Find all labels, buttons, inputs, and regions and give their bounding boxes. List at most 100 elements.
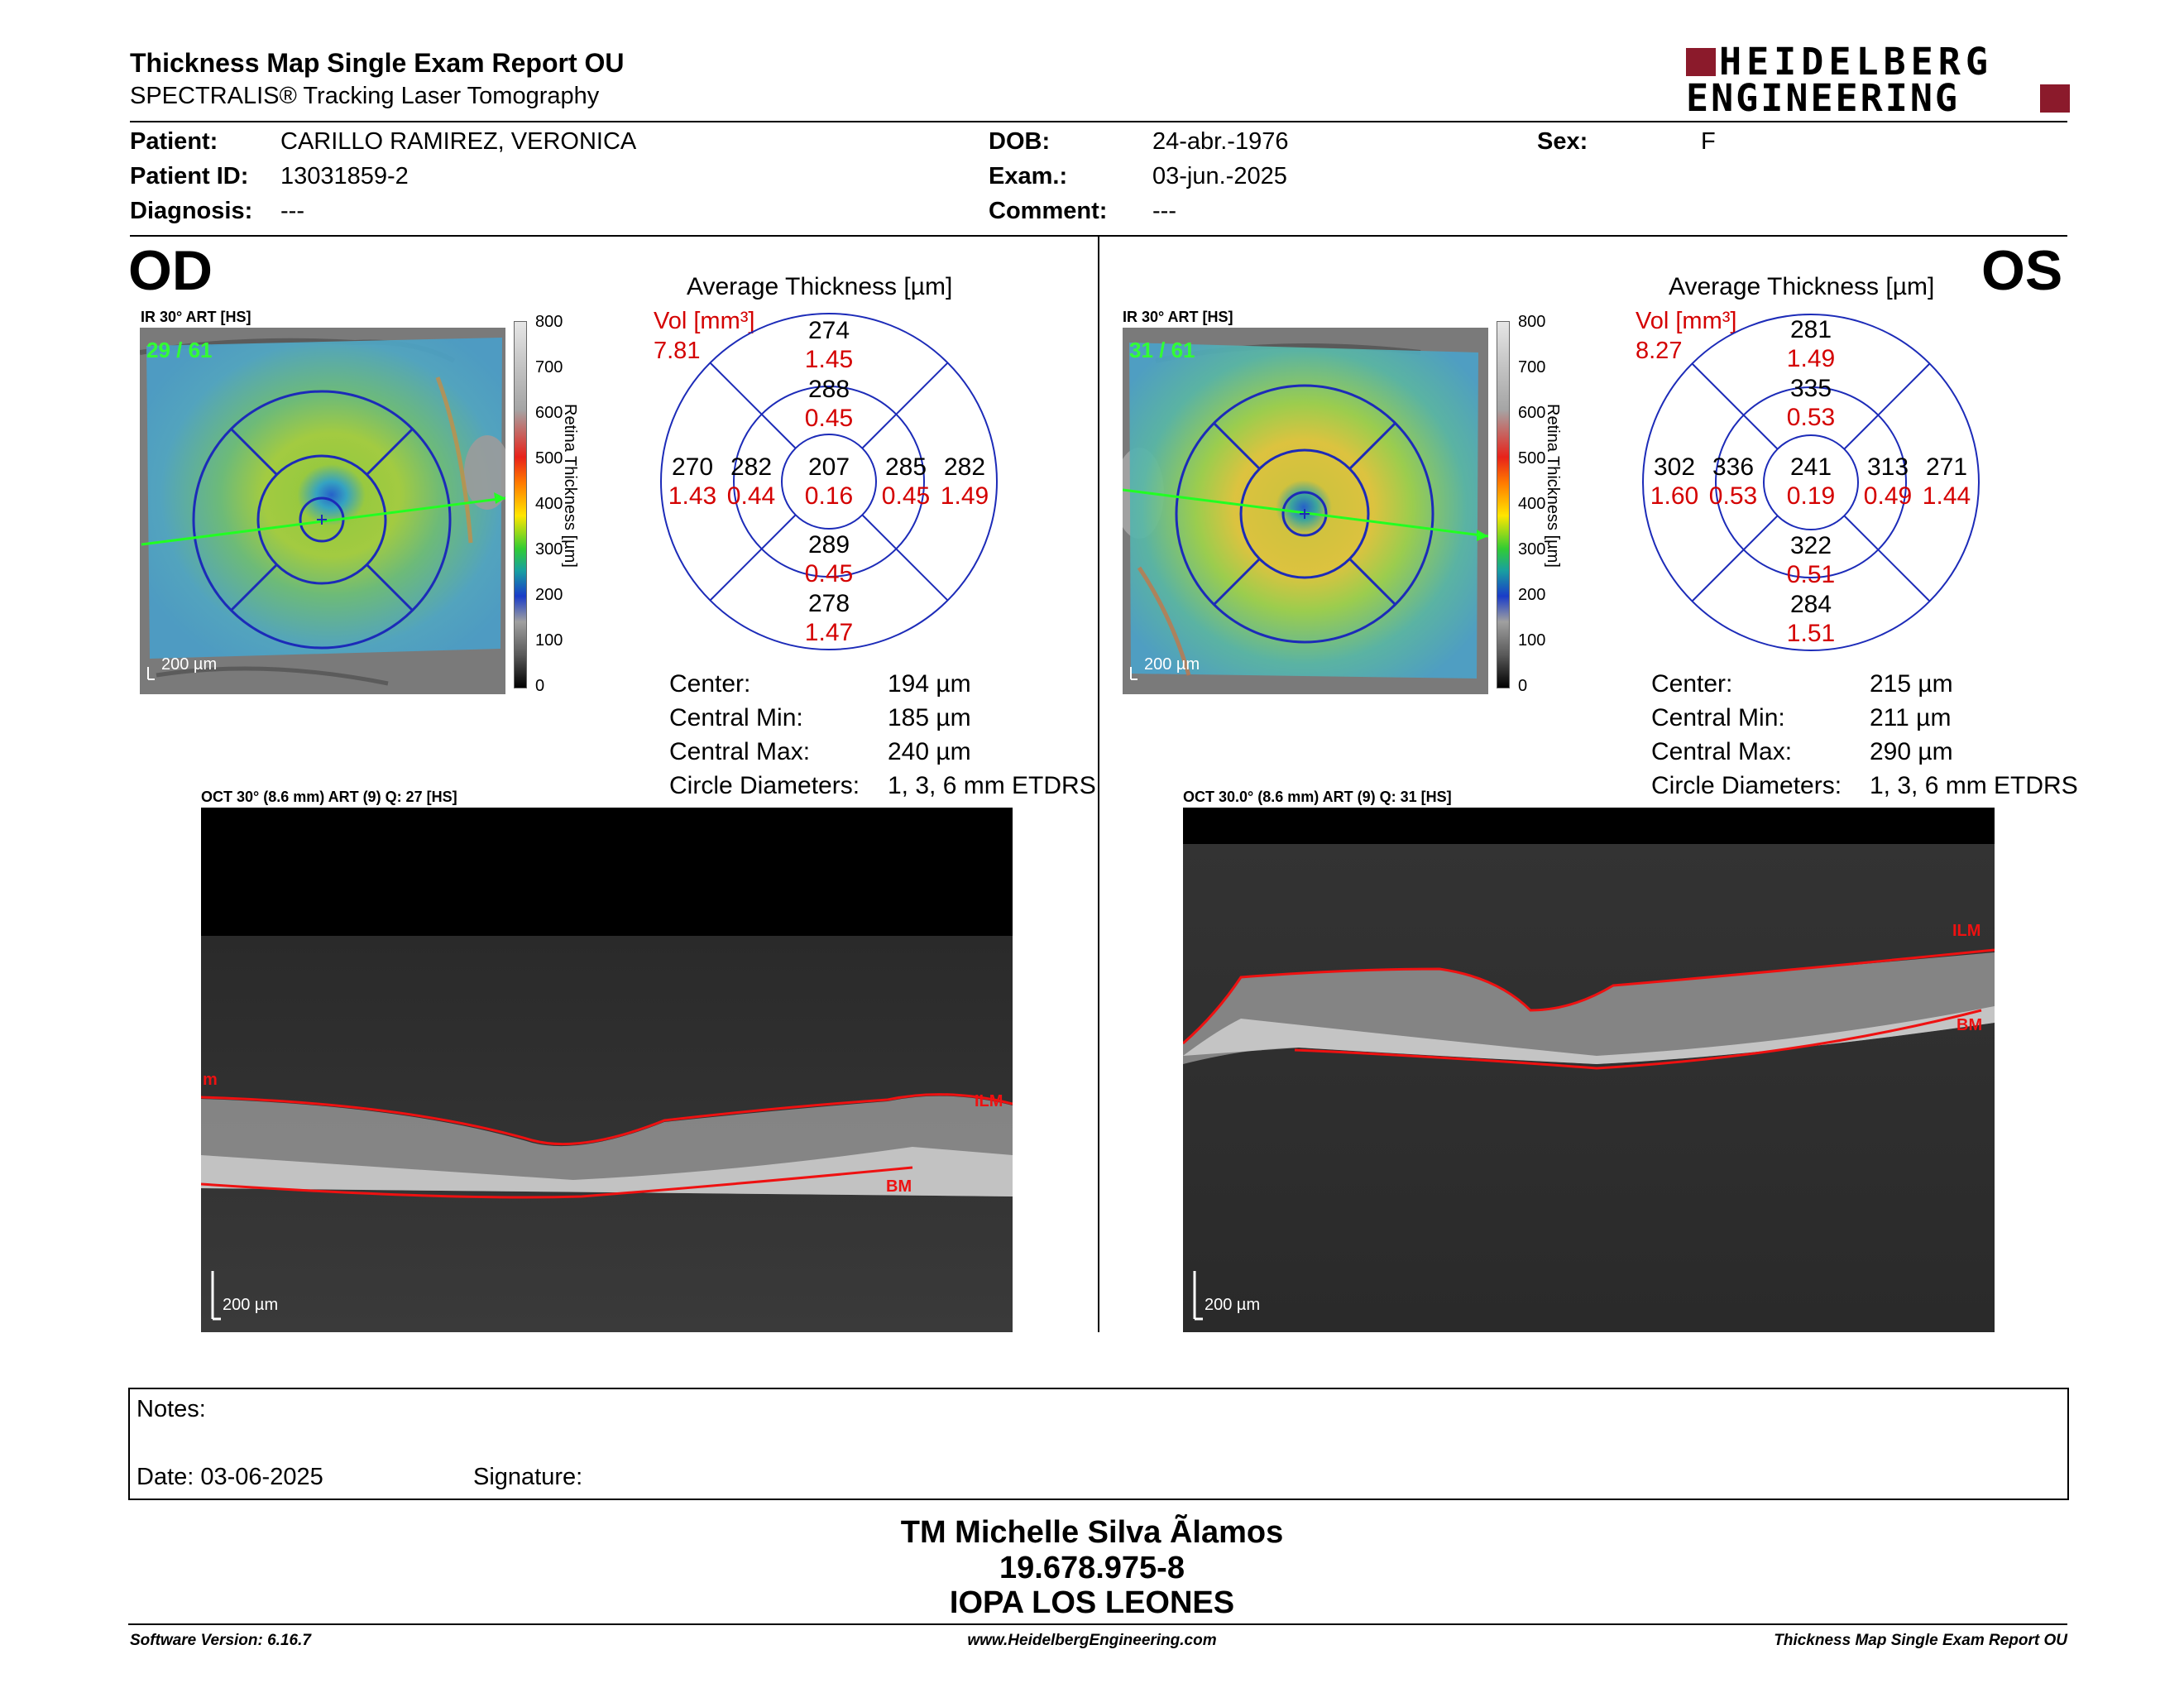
od-outer-right-thickness: 282: [944, 453, 985, 481]
os-center-value: 215 µm: [1870, 670, 1953, 698]
footer-report-name: Thickness Map Single Exam Report OU: [1774, 1632, 2067, 1649]
od-circle-diam-value: 1, 3, 6 mm ETDRS: [888, 772, 1096, 799]
od-avg-title: Average Thickness [µm]: [687, 273, 953, 300]
os-total-volume: 8.27: [1636, 338, 1683, 364]
od-inner-inf-thickness: 289: [808, 531, 850, 559]
report-title: Thickness Map Single Exam Report OU: [130, 48, 625, 78]
od-bm-label: BM: [886, 1177, 912, 1196]
od-ilm-label: ILM: [975, 1092, 1003, 1110]
os-map-label: IR 30° ART [HS]: [1123, 309, 1233, 325]
os-inner-left-thickness: 336: [1712, 453, 1754, 481]
od-inner-sup-thickness: 288: [808, 376, 850, 403]
od-outer-sup-volume: 1.45: [805, 346, 853, 373]
logo-square-icon-2: [2040, 84, 2070, 113]
eye-divider: [1098, 237, 1099, 1332]
os-central-max-label: Central Max:: [1651, 738, 1793, 765]
comment-value: ---: [1152, 198, 1176, 224]
patient-name: CARILLO RAMIREZ, VERONICA: [280, 128, 637, 155]
od-central-max-value: 240 µm: [888, 738, 971, 765]
od-central-min-value: 185 µm: [888, 704, 971, 731]
od-center-thickness: 207: [808, 453, 850, 481]
os-center-volume: 0.19: [1787, 482, 1835, 510]
os-cb-tick-600: 600: [1518, 404, 1546, 422]
os-oct-scale: 200 µm: [1205, 1296, 1261, 1314]
od-outer-left-volume: 1.43: [668, 482, 716, 510]
od-oct-scan: m ILM BM 200 µm: [201, 808, 1013, 1332]
od-cb-tick-100: 100: [535, 631, 563, 650]
os-vol-label: Vol [mm³]: [1636, 308, 1737, 334]
os-center-label: Center:: [1651, 670, 1733, 698]
os-ilm-label: ILM: [1952, 922, 1981, 940]
od-cb-tick-400: 400: [535, 495, 563, 513]
website-link[interactable]: www.HeidelbergEngineering.com: [967, 1632, 1217, 1649]
signer-name: TM Michelle Silva Ãlamos: [900, 1515, 1284, 1550]
os-cb-tick-700: 700: [1518, 358, 1546, 376]
od-map-label: IR 30° ART [HS]: [141, 309, 251, 325]
od-inner-inf-volume: 0.45: [805, 560, 853, 587]
os-outer-inf-volume: 1.51: [1787, 620, 1835, 647]
os-cb-tick-200: 200: [1518, 586, 1546, 604]
os-inner-sup-volume: 0.53: [1787, 404, 1835, 431]
logo-text-top: HEIDELBERG: [1719, 40, 1993, 84]
logo-text-bottom: ENGINEERING: [1686, 76, 1961, 120]
os-eye-label: OS: [1981, 239, 2063, 302]
os-cb-tick-0: 0: [1518, 677, 1528, 695]
od-inner-left-thickness: 282: [730, 453, 772, 481]
os-thickness-map: 31 / 61 200 µm: [1123, 328, 1488, 694]
os-frame-count: 31 / 61: [1129, 338, 1195, 362]
os-inner-sup-thickness: 335: [1790, 375, 1832, 402]
od-cb-tick-800: 800: [535, 313, 563, 331]
os-central-min-label: Central Min:: [1651, 704, 1785, 731]
signer-id: 19.678.975-8: [999, 1551, 1185, 1585]
os-circle-diam-label: Circle Diameters:: [1651, 772, 1842, 799]
od-cb-tick-500: 500: [535, 449, 563, 468]
od-colorbar-gradient: [514, 321, 527, 688]
report-subtitle: SPECTRALIS® Tracking Laser Tomography: [130, 83, 600, 109]
os-cb-tick-100: 100: [1518, 631, 1546, 650]
os-inner-inf-thickness: 322: [1790, 532, 1832, 559]
od-colorbar-axis-label: Retina Thickness [µm]: [561, 404, 579, 568]
os-central-max-value: 290 µm: [1870, 738, 1953, 765]
od-outer-right-volume: 1.49: [941, 482, 989, 510]
os-oct-scan: ILM BM 200 µm: [1183, 808, 1995, 1332]
os-etdrs-grid: 281 1.49 335 0.53 241 0.19 302 1.60 336 …: [1642, 314, 1980, 651]
od-center-label: Center:: [669, 670, 751, 698]
header-divider: [130, 121, 2067, 122]
os-outer-right-thickness: 271: [1926, 453, 1967, 481]
patient-divider: [130, 235, 2067, 237]
os-colorbar: 800 700 600 500 400 300 200 100 0: [1497, 313, 1563, 695]
signature-label[interactable]: Signature:: [473, 1464, 583, 1490]
sex-label: Sex:: [1537, 128, 1588, 155]
od-cb-tick-0: 0: [535, 677, 545, 695]
dob-value: 24-abr.-1976: [1152, 128, 1289, 155]
os-cb-tick-300: 300: [1518, 540, 1546, 559]
os-outer-inf-thickness: 284: [1790, 591, 1832, 618]
od-colorbar: 800 700 600 500 400 300 200 100 0: [514, 313, 580, 695]
footer-divider: [128, 1623, 2067, 1625]
od-outer-left-thickness: 270: [672, 453, 713, 481]
os-inner-right-thickness: 313: [1867, 453, 1909, 481]
logo-square-icon: [1686, 48, 1716, 76]
os-map-scale: 200 µm: [1144, 655, 1200, 674]
od-ilm-left-label: m: [203, 1071, 218, 1089]
od-cb-tick-200: 200: [535, 586, 563, 604]
comment-label: Comment:: [989, 198, 1108, 224]
os-oct-graphic: [1183, 844, 1995, 1332]
od-central-min-label: Central Min:: [669, 704, 803, 731]
os-map-graphic: [1123, 328, 1488, 694]
patient-id: 13031859-2: [280, 163, 409, 189]
patient-label: Patient:: [130, 128, 218, 155]
os-inner-left-volume: 0.53: [1709, 482, 1757, 510]
exam-value: 03-jun.-2025: [1152, 163, 1287, 189]
od-outer-inf-volume: 1.47: [805, 619, 853, 646]
heidelberg-logo: HEIDELBERG ENGINEERING: [1686, 40, 2070, 120]
od-map-graphic: [140, 328, 505, 694]
od-total-volume: 7.81: [654, 338, 701, 364]
dob-label: DOB:: [989, 128, 1051, 155]
notes-box[interactable]: Notes: Date: 03-06-2025 Signature:: [128, 1388, 2069, 1500]
os-colorbar-gradient: [1497, 321, 1510, 688]
od-cb-tick-600: 600: [535, 404, 563, 422]
diagnosis-value: ---: [280, 198, 304, 224]
od-oct-scale: 200 µm: [223, 1296, 279, 1314]
od-inner-left-volume: 0.44: [727, 482, 775, 510]
